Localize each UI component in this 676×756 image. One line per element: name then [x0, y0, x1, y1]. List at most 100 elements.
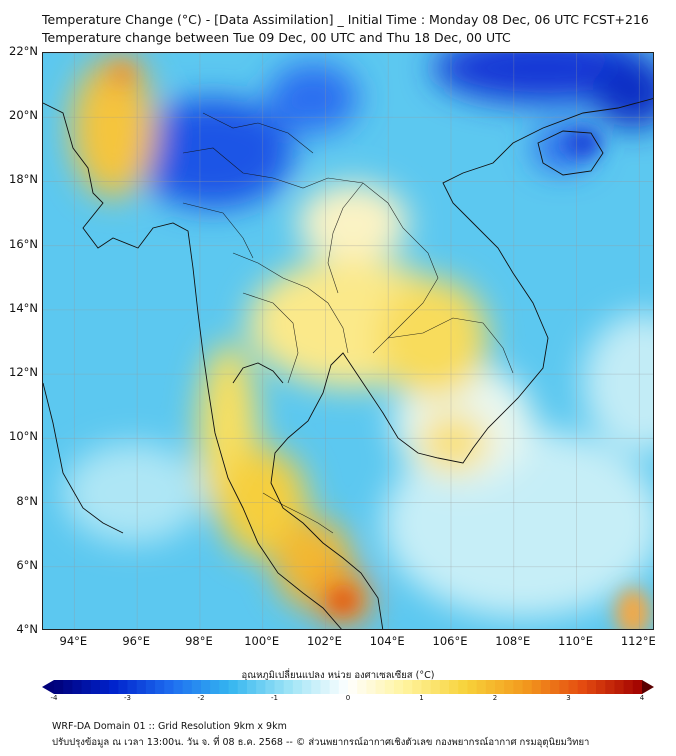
colorbar-label: อุณหภูมิเปลี่ยนแปลง หน่วย องศาเซลเซียส (…: [241, 670, 435, 681]
colorbar-cell: [72, 680, 83, 694]
colorbar-cell: [63, 680, 73, 694]
colorbar-cell: [430, 680, 441, 694]
lat-tick-label: 14°N: [9, 300, 38, 315]
colorbar-cell: [596, 680, 606, 694]
colorbar-cell: [577, 680, 588, 694]
colorbar-cell: [237, 680, 248, 694]
colorbar-cell: [568, 680, 579, 694]
update-credit: ปรับปรุงข้อมูล ณ เวลา 13:00น. วัน จ. ที่…: [52, 737, 590, 748]
lat-tick-label: 4°N: [16, 622, 38, 636]
colorbar-cell: [623, 680, 634, 694]
colorbar-cell: [384, 680, 395, 694]
model-info: WRF-DA Domain 01 :: Grid Resolution 9km …: [52, 721, 287, 732]
field-blobs: [63, 53, 653, 626]
lat-tick-label: 10°N: [9, 429, 38, 444]
colorbar-cell: [145, 680, 156, 694]
lon-tick-label: 104°E: [369, 634, 405, 648]
colorbar-cell: [127, 680, 138, 694]
colorbar-cell: [559, 680, 569, 694]
colorbar-cell: [219, 680, 230, 694]
colorbar-cell: [256, 680, 266, 694]
colorbar-cell: [605, 680, 615, 694]
colorbar-cell: [292, 680, 303, 694]
colorbar-tick-label: -3: [124, 694, 131, 702]
lon-tick-label: 94°E: [59, 634, 88, 648]
lon-tick-label: 110°E: [558, 634, 594, 648]
lon-tick-label: 102°E: [306, 634, 342, 648]
colorbar-cell: [467, 680, 478, 694]
lat-tick-label: 22°N: [9, 44, 38, 58]
colorbar-cell: [164, 680, 174, 694]
colorbar-cell: [320, 680, 331, 694]
colorbar-cell: [586, 680, 597, 694]
colorbar-cell: [228, 680, 239, 694]
lat-tick-label: 18°N: [9, 172, 38, 187]
colorbar-cell: [302, 680, 312, 694]
lon-tick-label: 112°E: [620, 634, 656, 648]
colorbar-tick-label: -4: [50, 694, 58, 702]
colorbar-cell: [90, 680, 101, 694]
colorbar-cell: [136, 680, 147, 694]
colorbar-cell: [173, 680, 184, 694]
colorbar-cell: [476, 680, 487, 694]
colorbar-cell: [118, 680, 128, 694]
colorbar-cell: [531, 680, 542, 694]
colorbar-cell: [632, 680, 643, 694]
colorbar-cell: [495, 680, 505, 694]
colorbar-cell: [265, 680, 275, 694]
colorbar-cell: [329, 680, 340, 694]
colorbar: [42, 680, 654, 694]
colorbar-cell: [191, 680, 202, 694]
colorbar-high-extend: [642, 680, 654, 694]
colorbar-cell: [550, 680, 560, 694]
colorbar-cell: [274, 680, 285, 694]
colorbar-tick-label: 4: [639, 694, 645, 702]
lon-tick-label: 106°E: [432, 634, 468, 648]
colorbar-cell: [513, 680, 524, 694]
colorbar-cell: [403, 680, 413, 694]
colorbar-cell: [109, 680, 119, 694]
colorbar-cell: [201, 680, 211, 694]
colorbar-cell: [614, 680, 625, 694]
colorbar-cell: [458, 680, 468, 694]
colorbar-cell: [182, 680, 193, 694]
colorbar-cell: [81, 680, 92, 694]
colorbar-cell: [449, 680, 459, 694]
colorbar-cell: [283, 680, 294, 694]
chart-title: Temperature Change (°C) - [Data Assimila…: [42, 12, 649, 27]
colorbar-cell: [393, 680, 404, 694]
colorbar-tick-label: 1: [419, 694, 424, 702]
colorbar-cell: [421, 680, 432, 694]
map-svg: [43, 53, 653, 629]
colorbar-cell: [246, 680, 257, 694]
lon-tick-label: 96°E: [122, 634, 150, 648]
colorbar-cell: [99, 680, 110, 694]
colorbar-cell: [485, 680, 496, 694]
colorbar-cell: [210, 680, 220, 694]
colorbar-cell: [540, 680, 551, 694]
colorbar-cell: [522, 680, 533, 694]
colorbar-cell: [366, 680, 377, 694]
field-cores: [113, 65, 651, 629]
colorbar-cell: [412, 680, 422, 694]
colorbar-low-extend: [42, 680, 54, 694]
colorbar-cell: [357, 680, 367, 694]
colorbar-tick-label: 3: [566, 694, 571, 702]
lat-tick-label: 16°N: [9, 236, 38, 251]
colorbar-cell: [155, 680, 165, 694]
lat-tick-label: 20°N: [9, 108, 38, 123]
colorbar-cell: [439, 680, 450, 694]
lon-tick-label: 108°E: [495, 634, 531, 648]
colorbar-tick-label: -1: [271, 694, 278, 702]
lat-tick-label: 12°N: [9, 365, 38, 380]
temperature-change-map: [42, 52, 654, 630]
chart-subtitle: Temperature change between Tue 09 Dec, 0…: [42, 30, 511, 45]
colorbar-cell: [348, 680, 358, 694]
colorbar-cell: [311, 680, 321, 694]
lat-tick-label: 8°N: [16, 493, 38, 508]
colorbar-tick-label: 0: [345, 694, 351, 702]
lon-tick-label: 98°E: [185, 634, 213, 648]
colorbar-cell: [338, 680, 349, 694]
lon-tick-label: 100°E: [244, 634, 280, 648]
colorbar-tick-label: 2: [492, 694, 498, 702]
